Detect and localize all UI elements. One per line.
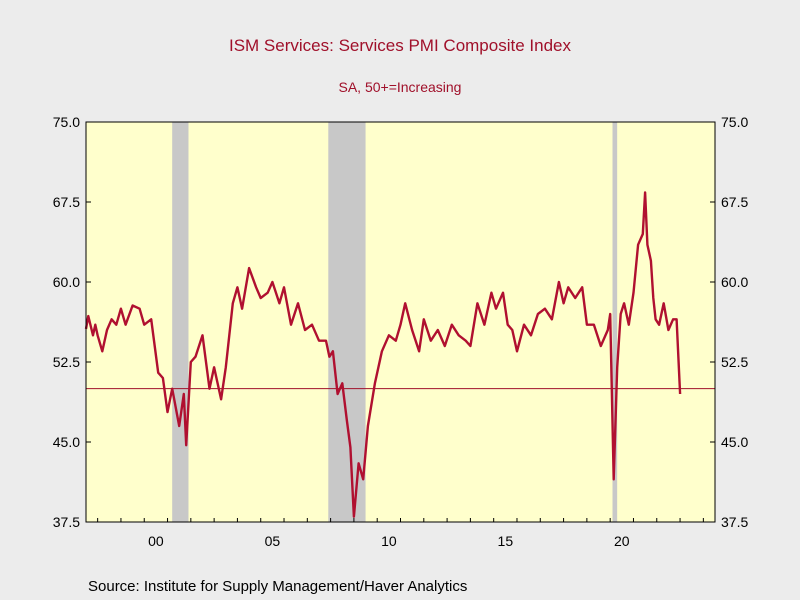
chart-subtitle: SA, 50+=Increasing	[338, 79, 462, 95]
x-tick-label-20: 20	[614, 533, 630, 549]
y-axis-right: 37.5 45.0 52.5 60.0 67.5 75.0	[710, 114, 748, 530]
recession-band-0	[172, 122, 189, 522]
y-tick-label-left: 60.0	[53, 274, 80, 290]
y-tick-label-left: 45.0	[53, 434, 80, 450]
y-tick-label-right: 75.0	[721, 114, 748, 130]
recession-band-2	[612, 122, 618, 522]
y-tick-label-left: 52.5	[53, 354, 80, 370]
y-tick-label-right: 67.5	[721, 194, 748, 210]
y-tick-label-right: 52.5	[721, 354, 748, 370]
x-tick-label-05: 05	[265, 533, 281, 549]
y-tick-label-right: 45.0	[721, 434, 748, 450]
x-tick-label-15: 15	[498, 533, 514, 549]
x-axis: 00 05 10 15 20	[97, 518, 704, 549]
recession-bands	[172, 122, 618, 522]
y-tick-label-right: 60.0	[721, 274, 748, 290]
y-tick-label-left: 67.5	[53, 194, 80, 210]
x-tick-label-10: 10	[381, 533, 397, 549]
y-tick-label-left: 75.0	[53, 114, 80, 130]
recession-band-1	[328, 122, 366, 522]
y-axis-left: 37.5 45.0 52.5 60.0 67.5 75.0	[53, 114, 91, 530]
x-tick-label-00: 00	[148, 533, 164, 549]
plot-border	[85, 121, 716, 523]
y-tick-label-right: 37.5	[721, 514, 748, 530]
y-tick-label-left: 37.5	[53, 514, 80, 530]
series-line-ism-services-pmi	[84, 191, 682, 518]
chart-title: ISM Services: Services PMI Composite Ind…	[228, 36, 571, 55]
source-note: Source: Institute for Supply Management/…	[88, 578, 468, 595]
